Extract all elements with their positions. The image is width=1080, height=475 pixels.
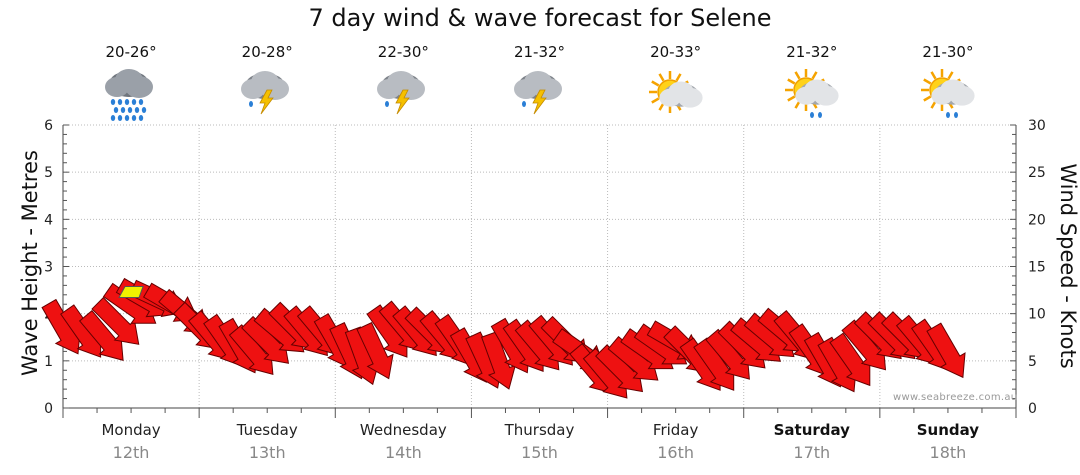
day-name: Monday [101,421,161,439]
day-temperature: 21-32° [513,43,566,61]
tick-label-right: 5 [1028,354,1037,370]
day-name: Wednesday [359,421,447,439]
tick-label-right: 25 [1028,165,1046,181]
tick-label-left: 1 [44,354,53,370]
thunderstorm-icon [510,66,570,126]
wind-arrow-shape [356,321,394,380]
tick-label-right: 20 [1028,212,1046,228]
day-date: 17th [793,443,831,462]
tick-label-right: 10 [1028,307,1046,323]
tick-label-left: 0 [44,401,53,417]
y-axis-right-label: Wind Speed - Knots [1056,163,1080,369]
day-name: Sunday [916,421,980,439]
thunderstorm-icon [237,66,297,126]
day-name: Tuesday [236,421,298,439]
day-temperature: 21-30° [922,43,974,61]
tick-label-left: 4 [44,212,53,228]
day-date: 13th [248,443,286,462]
wind-arrow [480,331,517,390]
day-name: Saturday [773,421,850,439]
day-temperature: 20-28° [241,43,293,61]
rain-cloud-icon [101,66,161,126]
day-date: 18th [929,443,967,462]
tick-label-right: 30 [1028,118,1046,134]
day-date: 15th [521,443,558,462]
tick-label-right: 0 [1028,401,1037,417]
tick-label-right: 15 [1028,260,1046,276]
watermark: www.seabreeze.com.au [893,392,1018,403]
day-date: 16th [657,443,695,462]
day-date: 12th [112,443,150,462]
wind-arrow-shape [91,296,140,345]
wave-height-marker [118,285,144,298]
thunderstorm-icon [373,66,433,126]
chart-title: 7 day wind & wave forecast for Selene [308,4,772,32]
partly-cloudy-icon [646,66,706,126]
day-name: Thursday [504,421,575,439]
wind-arrow [926,322,966,379]
day-temperature: 20-33° [650,43,702,61]
day-temperature: 20-26° [105,43,157,61]
wind-arrow [91,296,140,345]
day-date: 14th [384,443,422,462]
tick-label-left: 6 [44,118,53,134]
sun-showers-icon [918,66,978,126]
y-axis-left-label: Wave Height - Metres [18,150,42,376]
tick-label-left: 5 [44,165,53,181]
day-temperature: 22-30° [377,43,429,61]
wind-arrow [356,321,394,380]
wind-arrow-shape [480,331,517,390]
day-name: Friday [652,421,699,439]
wind-arrow-shape [926,322,966,379]
tick-label-left: 3 [44,260,53,276]
day-temperature: 21-32° [786,43,838,61]
sun-showers-icon [782,66,842,126]
